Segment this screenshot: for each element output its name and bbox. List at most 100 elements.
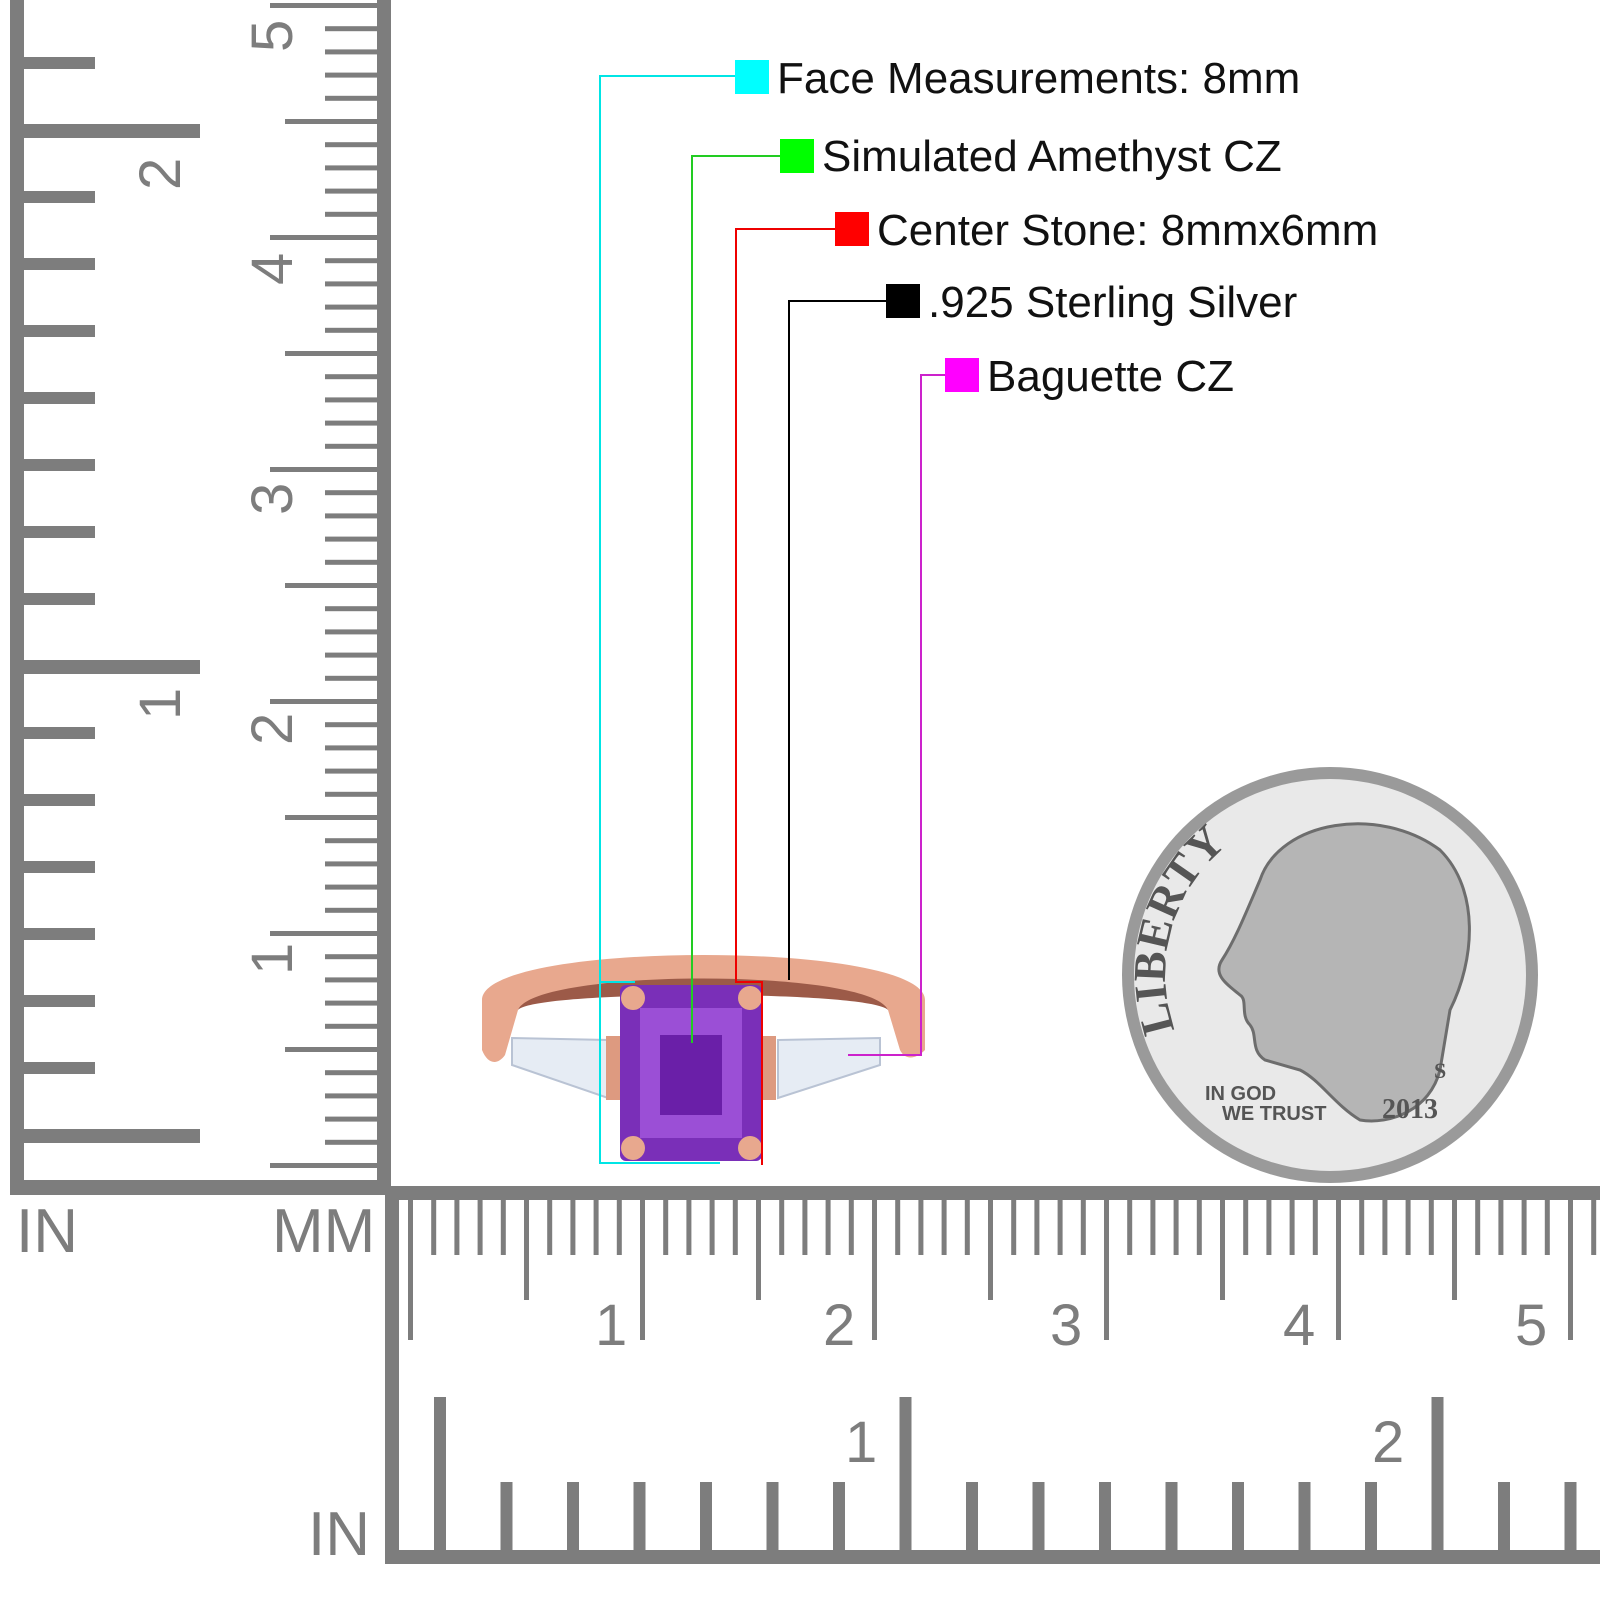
h-mm-tick [1382,1200,1388,1255]
v-mm-tick [325,26,380,32]
h-mm-tick [1196,1200,1202,1255]
v-mm-tick [325,629,380,635]
h-mm-tick [1266,1200,1272,1255]
h-mm-tick [570,1200,576,1255]
ring [482,955,925,1161]
v-inch-tick [20,660,200,674]
v-mm-tick [325,559,380,565]
v-inch-tick [20,526,95,538]
v-mm-tick [325,72,380,78]
h-mm-tick [1104,1200,1109,1340]
v-inch-number-2: 2 [128,158,193,190]
v-mm-tick [325,768,380,774]
v-mm-tick [325,374,380,380]
h-mm-tick [1405,1200,1411,1255]
v-inch-tick [20,995,95,1007]
h-mm-tick [1289,1200,1295,1255]
v-mm-tick [325,165,380,171]
v-inch-tick [20,928,95,940]
callout-line-silver [788,300,886,980]
h-mm-tick [408,1200,413,1340]
coin-year: 2013 [1382,1094,1438,1125]
h-mm-tick [1150,1200,1156,1255]
v-mm-tick [325,327,380,333]
h-mm-tick [1011,1200,1017,1255]
v-mm-tick [270,1163,380,1168]
h-mm-tick [1336,1200,1341,1340]
swatch-black [886,284,920,318]
callout-line-face [599,75,735,1164]
v-inch-tick [20,861,95,873]
v-inch-tick [20,258,95,270]
vertical-ruler: 1 2 1 2 3 4 5 [10,0,391,1195]
v-inch-tick [20,593,95,605]
callout-line-center-stone [735,228,835,1165]
h-inch-number-2: 2 [1372,1410,1404,1475]
h-mm-tick [616,1200,622,1255]
v-inch-tick [20,459,95,471]
callout-lines [599,75,945,1165]
horizontal-ruler-bottom-edge [385,1550,1600,1564]
swatch-green [780,139,814,173]
h-inch-tick [1498,1482,1510,1552]
v-mm-tick [325,838,380,844]
coin-mint-mark: S [1434,1058,1446,1083]
v-inch-tick [20,727,95,739]
v-mm-tick [325,211,380,217]
horizontal-ruler-left-edge [385,1186,399,1564]
v-mm-tick [270,235,380,240]
swatch-red [835,212,869,246]
v-mm-number-1: 1 [240,943,305,975]
h-mm-number-2: 2 [823,1293,855,1358]
h-mm-tick [848,1200,854,1255]
v-mm-tick [325,675,380,681]
v-mm-tick [325,907,380,913]
h-mm-tick [593,1200,599,1255]
dime-coin: LIBERTY IN GOD WE TRUST 2013 S [1122,767,1538,1183]
v-mm-tick [270,931,380,936]
v-mm-tick [325,745,380,751]
prong [621,986,645,1010]
h-mm-tick [1568,1200,1573,1340]
swatch-cyan [735,60,769,94]
h-mm-tick [1127,1200,1133,1255]
h-inch-tick [899,1397,912,1552]
v-inch-tick [20,794,95,806]
h-mm-tick [872,1200,877,1340]
v-mm-number-3: 3 [240,483,305,515]
coin-motto-1: IN GOD [1205,1083,1276,1105]
vertical-ruler-left-edge [10,0,24,1195]
v-mm-tick [325,536,380,542]
h-inch-tick [567,1482,579,1552]
v-mm-tick [325,1070,380,1076]
h-inch-number-1: 1 [845,1410,877,1475]
h-mm-tick [1243,1200,1249,1255]
h-mm-tick [964,1200,970,1255]
v-mm-tick [325,142,380,148]
v-inch-tick [20,1129,200,1143]
v-mm-tick [325,652,380,658]
v-mm-tick [325,954,380,960]
v-mm-tick [325,722,380,728]
v-mm-number-4: 4 [240,253,305,285]
horizontal-ruler-top-edge [385,1186,1600,1200]
v-mm-tick [325,1000,380,1006]
h-mm-tick [756,1200,761,1300]
h-mm-tick [1173,1200,1179,1255]
v-mm-tick [325,281,380,287]
h-mm-tick [500,1200,506,1255]
h-inch-tick [633,1482,646,1552]
h-mm-tick [941,1200,947,1255]
v-mm-tick [285,1047,380,1052]
v-mm-tick [325,304,380,310]
v-mm-tick [325,977,380,983]
h-mm-tick [1359,1200,1365,1255]
h-inch-tick [1032,1482,1045,1552]
h-mm-tick [918,1200,924,1255]
v-mm-tick [325,258,380,264]
h-inch-tick [766,1482,779,1552]
callout-line-amethyst [691,155,780,1043]
setting-right [762,1036,776,1100]
h-mm-tick [1057,1200,1063,1255]
swatch-magenta [945,358,979,392]
